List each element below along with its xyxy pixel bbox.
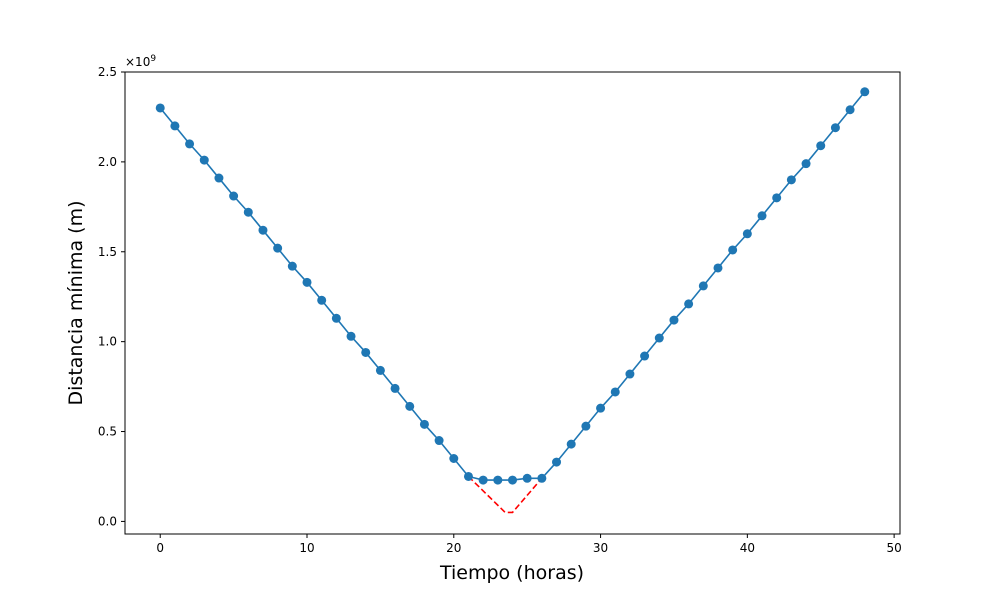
x-tick-label: 40 [740, 541, 755, 555]
data-point [243, 207, 253, 217]
y-axis: 0.0 0.5 1.0 1.5 2.0 2.5 [98, 65, 125, 528]
data-point [331, 313, 341, 323]
y-tick-label: 0.0 [98, 514, 117, 528]
data-point [405, 401, 415, 411]
data-point [155, 103, 165, 113]
data-point [757, 211, 767, 221]
data-point [463, 471, 473, 481]
data-point [713, 263, 723, 273]
y-tick-label: 0.5 [98, 425, 117, 439]
x-tick-label: 50 [886, 541, 901, 555]
data-point [816, 141, 826, 151]
data-point [669, 315, 679, 325]
data-point [698, 281, 708, 291]
data-point [552, 457, 562, 467]
data-point [214, 173, 224, 183]
data-point [801, 159, 811, 169]
data-point [566, 439, 576, 449]
x-tick-label: 0 [156, 541, 164, 555]
data-point [728, 245, 738, 255]
x-tick-label: 30 [593, 541, 608, 555]
data-point [654, 333, 664, 343]
data-point [229, 191, 239, 201]
data-point [273, 243, 283, 253]
y-axis-title: Distancia mínima (m) [65, 201, 87, 406]
data-point [390, 383, 400, 393]
data-point [287, 261, 297, 271]
data-point [640, 351, 650, 361]
data-point [610, 387, 620, 397]
data-point [860, 87, 870, 97]
y-tick-label: 1.0 [98, 335, 117, 349]
y-offset-label: ×109 [125, 54, 156, 69]
data-point [508, 475, 517, 485]
data-point [522, 473, 532, 483]
data-point [772, 193, 782, 203]
data-point [317, 295, 327, 305]
y-tick-label: 1.5 [98, 245, 117, 259]
x-tick-label: 10 [299, 541, 314, 555]
y-tick-label: 2.5 [98, 65, 117, 79]
data-point [185, 139, 195, 149]
data-point [625, 369, 635, 379]
data-point [478, 475, 488, 485]
plot-content [155, 87, 870, 514]
data-point [302, 277, 312, 287]
data-point [786, 175, 796, 185]
data-point [742, 229, 752, 239]
data-point [581, 421, 591, 431]
data-point [199, 155, 209, 165]
data-point [419, 419, 429, 429]
data-point [449, 454, 459, 463]
x-axis-title: Tiempo (horas) [439, 562, 584, 584]
data-point [170, 121, 180, 131]
data-point [596, 403, 606, 413]
series-1-dashed-line [467, 475, 543, 514]
data-point [845, 105, 855, 115]
data-point [346, 331, 356, 341]
data-point [258, 225, 268, 235]
x-tick-label: 20 [446, 541, 461, 555]
data-point [434, 436, 444, 446]
x-axis: 0 10 20 30 40 50 [156, 534, 902, 555]
data-point [684, 299, 694, 309]
y-offset-exponent: 9 [150, 54, 156, 64]
y-tick-label: 2.0 [98, 155, 117, 169]
data-point [361, 347, 371, 357]
data-point [493, 475, 503, 485]
data-point [830, 123, 840, 133]
plot-frame [124, 71, 901, 535]
data-point [537, 473, 547, 483]
data-point [375, 365, 385, 375]
